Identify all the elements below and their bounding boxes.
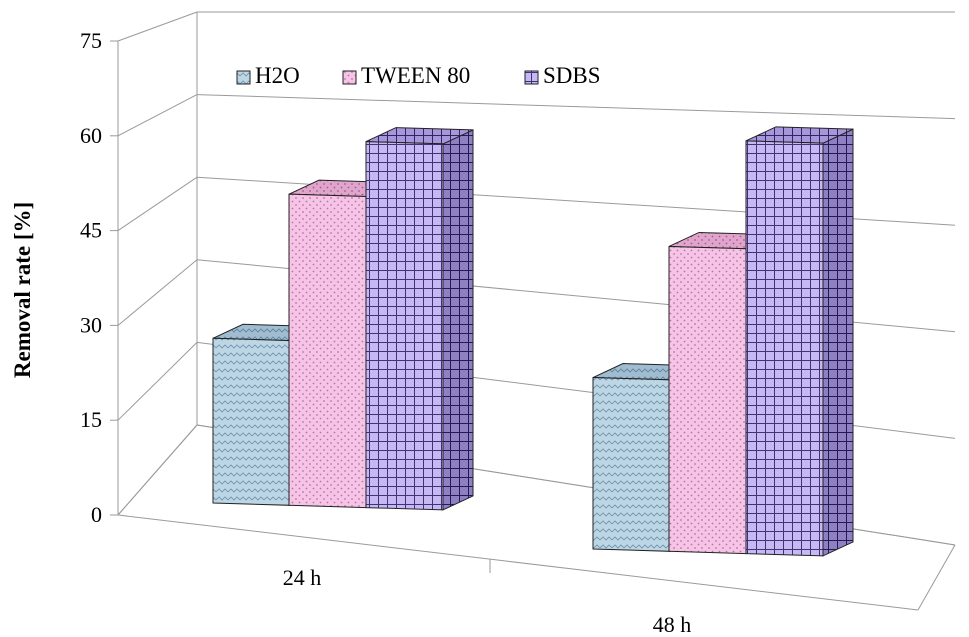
floor-front-edge bbox=[117, 514, 919, 611]
gridline-side-0 bbox=[117, 424, 198, 516]
bar-front-face bbox=[288, 193, 367, 509]
y-tick-label-60: 60 bbox=[80, 123, 102, 148]
floor-right-edge bbox=[917, 544, 956, 611]
legend-swatch-1 bbox=[342, 70, 357, 85]
y-tick-label-45: 45 bbox=[80, 218, 102, 243]
gridline-side-45 bbox=[117, 176, 198, 232]
legend-label-2: SDBS bbox=[543, 63, 601, 88]
y-tick-label-15: 15 bbox=[80, 407, 102, 432]
x-axis-tick-labels: 24 h 48 h bbox=[283, 559, 692, 637]
y-axis-title: Removal rate [%] bbox=[10, 202, 35, 378]
y-tick-label-30: 30 bbox=[80, 312, 102, 337]
x-tick-label-48h: 48 h bbox=[653, 612, 692, 637]
legend-swatch-0 bbox=[236, 70, 251, 85]
legend-label-0: H2O bbox=[255, 63, 300, 88]
bar-front-face bbox=[592, 377, 671, 552]
gridline-side-60 bbox=[117, 94, 198, 137]
bars bbox=[212, 126, 854, 557]
legend-swatch-2 bbox=[524, 70, 539, 85]
legend-label-1: TWEEN 80 bbox=[361, 63, 470, 88]
y-axis-tick-labels: 0 15 30 45 60 75 bbox=[80, 28, 118, 527]
gridline-side-15 bbox=[117, 342, 198, 421]
bar-front-face bbox=[668, 245, 747, 555]
gridline-side-75 bbox=[117, 11, 198, 42]
legend: H2O TWEEN 80 SDBS bbox=[236, 63, 601, 88]
gridline-back-60 bbox=[196, 94, 956, 120]
bar-front-face bbox=[745, 140, 824, 557]
x-tick-label-24h: 24 h bbox=[283, 565, 322, 590]
bar-side-face bbox=[442, 129, 474, 511]
bar-sdbs-24h bbox=[365, 127, 474, 511]
y-tick-label-75: 75 bbox=[80, 28, 102, 53]
bar-sdbs-48h bbox=[745, 126, 854, 557]
gridline-side-30 bbox=[117, 259, 198, 326]
bar-side-face bbox=[822, 128, 854, 557]
bar-front-face bbox=[365, 141, 444, 511]
y-tick-label-0: 0 bbox=[91, 502, 102, 527]
bar-front-face bbox=[212, 337, 291, 506]
